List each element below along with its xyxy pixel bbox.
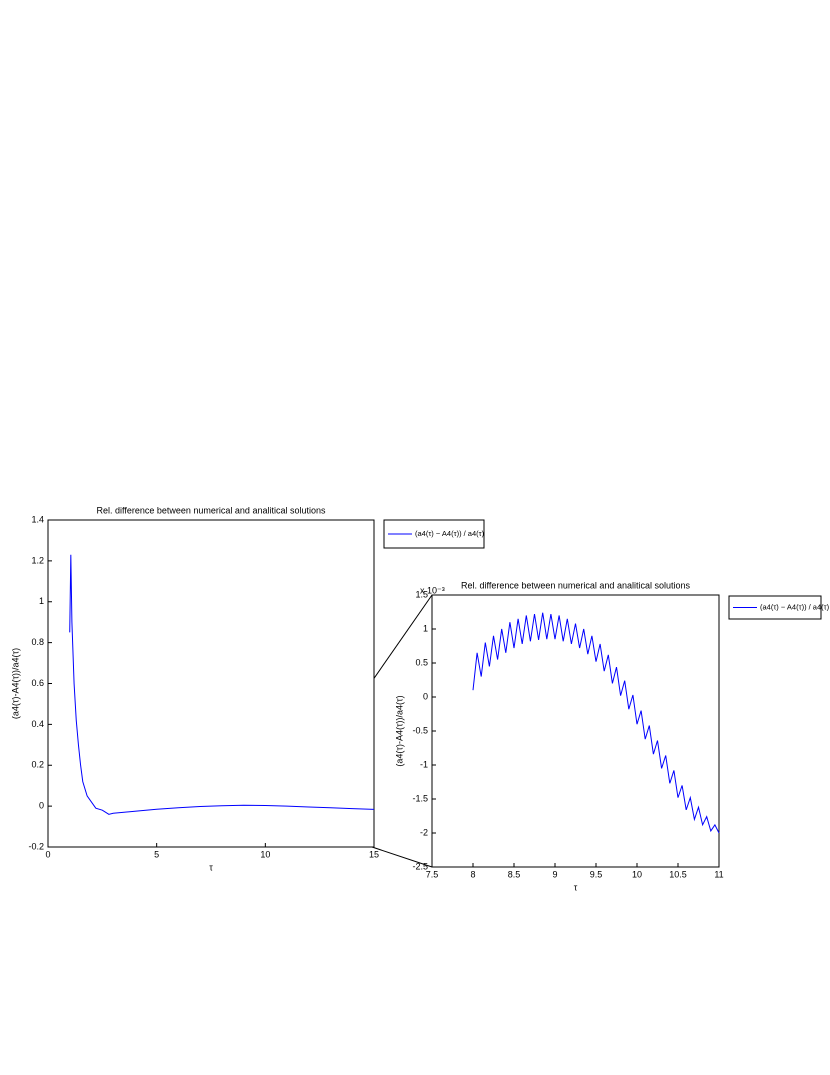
x-tick-label: 9 <box>552 869 557 879</box>
x-axis-label: τ <box>574 882 578 892</box>
y-tick-label: 1.2 <box>31 555 44 565</box>
x-tick-label: 5 <box>154 849 159 859</box>
chart-title: Rel. difference between numerical and an… <box>97 505 326 515</box>
x-tick-label: 11 <box>714 869 723 879</box>
y-tick-label: 0.5 <box>415 657 428 667</box>
x-tick-label: 9.5 <box>590 869 603 879</box>
x-tick-label: 10.5 <box>669 869 687 879</box>
y-tick-label: -1 <box>420 759 428 769</box>
legend-label: (a4(τ) − A4(τ)) / a4(τ) <box>415 529 485 538</box>
y-tick-label: 0 <box>39 801 44 811</box>
y-scale-label: x 10⁻³ <box>420 585 445 595</box>
legend-label: (a4(τ) − A4(τ)) / a4(τ) <box>760 602 830 611</box>
x-tick-label: 15 <box>369 849 379 859</box>
y-tick-label: 1 <box>39 596 44 606</box>
x-tick-label: 10 <box>632 869 642 879</box>
y-tick-label: 0.6 <box>31 678 44 688</box>
y-tick-label: -0.2 <box>28 841 44 851</box>
legend-box <box>728 595 822 620</box>
x-tick-label: 0 <box>45 849 50 859</box>
data-line <box>69 554 375 815</box>
x-tick-label: 8.5 <box>508 869 521 879</box>
y-axis-label: (a4(τ)-A4(τ))/a4(τ) <box>10 648 20 719</box>
x-tick-label: 7.5 <box>426 869 439 879</box>
y-axis-label: (a4(τ)-A4(τ))/a4(τ) <box>394 695 404 766</box>
y-tick-label: -1.5 <box>412 793 428 803</box>
y-tick-label: 0 <box>423 691 428 701</box>
y-tick-label: -2.5 <box>412 861 428 871</box>
y-tick-label: 0.4 <box>31 719 44 729</box>
y-tick-label: 0.8 <box>31 637 44 647</box>
y-tick-label: -2 <box>420 827 428 837</box>
x-tick-label: 8 <box>470 869 475 879</box>
x-axis-label: τ <box>209 862 213 872</box>
plot-area <box>431 594 720 868</box>
plot-area <box>47 519 375 848</box>
y-tick-label: 1 <box>423 623 428 633</box>
data-line <box>472 612 720 834</box>
x-tick-label: 10 <box>260 849 270 859</box>
chart-title: Rel. difference between numerical and an… <box>461 580 690 590</box>
y-tick-label: -0.5 <box>412 725 428 735</box>
y-tick-label: 1.5 <box>415 589 428 599</box>
y-tick-label: 1.4 <box>31 514 44 524</box>
y-tick-label: 0.2 <box>31 760 44 770</box>
